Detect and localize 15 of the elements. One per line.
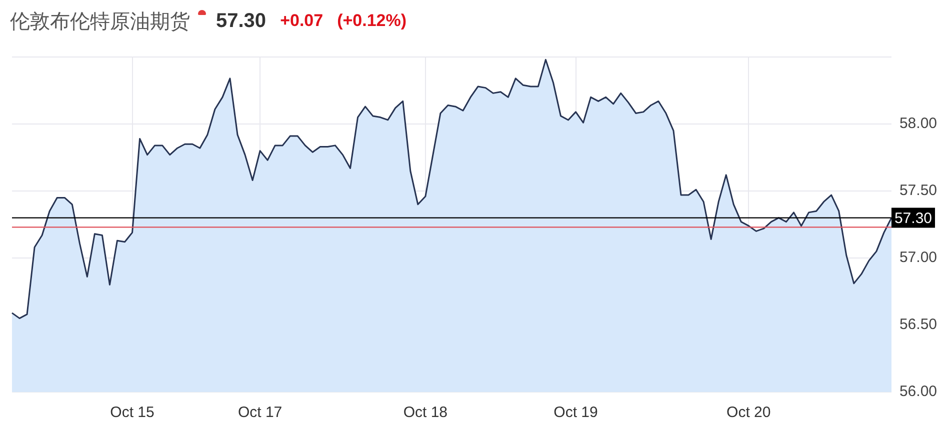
x-tick-label: Oct 18 — [403, 404, 448, 422]
x-tick-label: Oct 20 — [726, 404, 771, 422]
text: +0.07 — [280, 11, 324, 31]
x-tick-label: Oct 15 — [110, 404, 154, 422]
chart-title: 伦敦布伦特原油期货 — [10, 10, 190, 34]
ref-line-label: 57.30 — [894, 210, 932, 227]
y-tick-label: 56.50 — [899, 316, 938, 334]
y-tick-label: 57.50 — [899, 182, 938, 200]
text: (+0.12%) — [337, 11, 407, 31]
x-tick-label: Oct 17 — [238, 404, 282, 422]
x-tick-label: Oct 19 — [554, 404, 598, 422]
text: 57.30 — [216, 10, 266, 32]
y-tick-label: 58.00 — [899, 115, 938, 132]
y-tick-label: 56.00 — [899, 383, 938, 400]
y-tick-label: 57.00 — [899, 249, 938, 266]
